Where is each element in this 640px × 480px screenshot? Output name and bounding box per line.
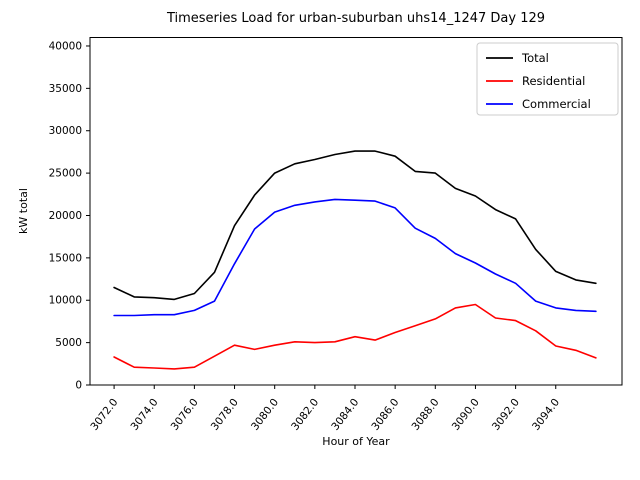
chart-title: Timeseries Load for urban-suburban uhs14… [166, 11, 545, 26]
y-tick-label: 0 [75, 380, 82, 392]
total-line [113, 150, 597, 301]
series-lines [113, 150, 597, 370]
total-legend-label: Total [521, 51, 549, 65]
x-axis-label: Hour of Year [322, 435, 390, 448]
legend-item-commercial: Commercial [486, 97, 591, 111]
y-tick-label: 35000 [49, 83, 82, 95]
legend: Total Residential Commercial [476, 42, 619, 116]
y-tick-label: 5000 [55, 337, 82, 349]
plot-area-border [89, 37, 623, 386]
y-tick-label: 10000 [49, 295, 82, 307]
commercial-legend-label: Commercial [522, 97, 591, 111]
residential-line [113, 303, 597, 370]
y-axis-ticks: 0 5000 10000 15000 20000 25000 30000 35000 40000 [49, 40, 90, 392]
y-tick-label: 15000 [49, 252, 82, 264]
y-tick-label: 40000 [49, 40, 82, 52]
y-tick-label: 25000 [49, 168, 82, 180]
y-tick-label: 30000 [49, 125, 82, 137]
legend-box [476, 42, 619, 116]
y-tick-label: 20000 [49, 210, 82, 222]
y-axis-label: kW total [17, 188, 30, 234]
commercial-line [113, 198, 597, 317]
legend-item-residential: Residential [486, 74, 585, 88]
legend-item-total: Total [486, 51, 549, 65]
residential-legend-label: Residential [522, 74, 585, 88]
